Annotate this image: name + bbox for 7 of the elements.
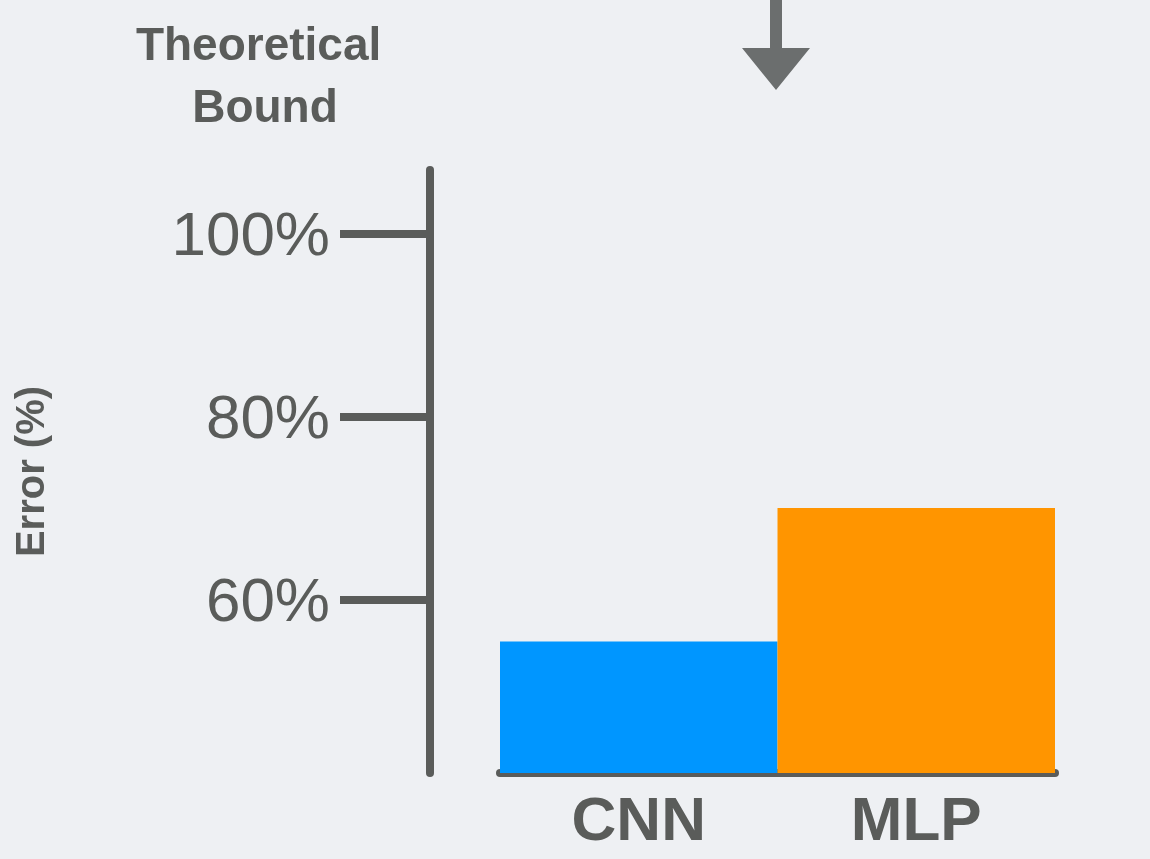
y-tick-label: 100% — [171, 199, 330, 269]
y-tick-label: 80% — [205, 382, 330, 452]
y-tick-label: 60% — [205, 564, 330, 634]
y-axis-title: Error (%) — [8, 385, 52, 558]
x-tick-label: CNN — [571, 783, 706, 853]
chart-title: Theoretical Bound — [135, 18, 395, 132]
x-tick-label: MLP — [850, 783, 982, 853]
